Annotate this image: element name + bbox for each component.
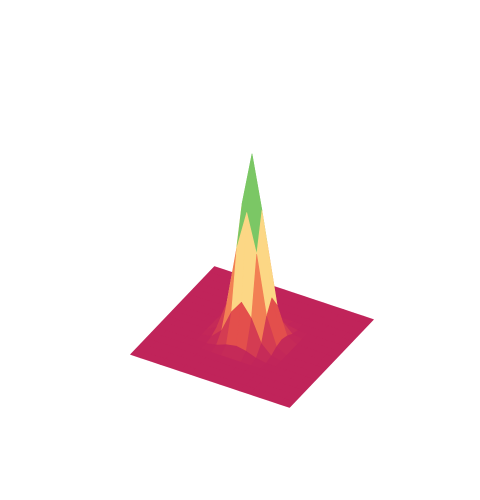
- surface-cell: [279, 398, 296, 408]
